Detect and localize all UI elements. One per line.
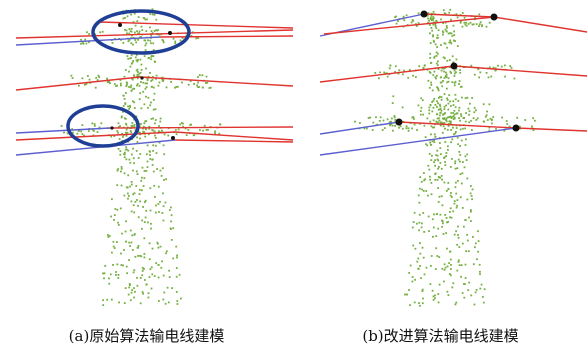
power-line: [423, 13, 495, 18]
node-marker: [395, 118, 403, 126]
panel-b-improved-algorithm: [294, 0, 587, 318]
power-line: [109, 126, 293, 129]
highlight-ellipse-lower: [66, 104, 140, 148]
point-cloud: [354, 8, 536, 307]
caption-b: (b)改进算法输电线建模: [362, 327, 519, 345]
node-marker: [420, 10, 428, 18]
power-line: [323, 16, 495, 35]
power-line: [174, 139, 293, 143]
node-marker: [140, 76, 144, 80]
power-line: [319, 121, 400, 135]
node-markers: [395, 10, 520, 132]
point-cloud: [60, 8, 222, 306]
power-line: [453, 65, 587, 77]
power-line: [15, 76, 141, 91]
power-line: [319, 65, 455, 83]
node-marker: [512, 124, 520, 132]
power-line: [15, 36, 161, 46]
power-line: [159, 35, 293, 38]
power-line: [493, 16, 587, 33]
power-line: [15, 131, 176, 141]
highlight-ellipse-top: [91, 9, 191, 55]
node-marker: [118, 23, 122, 27]
highlight-regions: [66, 9, 191, 148]
power-line: [515, 127, 587, 132]
power-line: [99, 21, 293, 29]
node-marker: [168, 31, 172, 35]
power-line: [398, 121, 517, 129]
power-lines: [15, 21, 293, 156]
power-lines: [319, 13, 587, 156]
power-line: [139, 76, 293, 87]
power-line: [15, 139, 176, 156]
power-line: [174, 131, 293, 141]
panel-b-visualization: [319, 8, 587, 307]
power-line: [319, 127, 517, 156]
power-line: [15, 127, 111, 134]
node-marker: [450, 62, 458, 70]
node-markers: [110, 23, 175, 140]
panel-a-original-algorithm: [0, 0, 293, 318]
power-line: [15, 29, 293, 39]
node-marker: [171, 136, 175, 140]
panel-a-visualization: [15, 8, 293, 306]
caption-a: (a)原始算法输电线建模: [68, 327, 225, 345]
node-marker: [490, 13, 498, 21]
node-marker: [110, 126, 114, 130]
